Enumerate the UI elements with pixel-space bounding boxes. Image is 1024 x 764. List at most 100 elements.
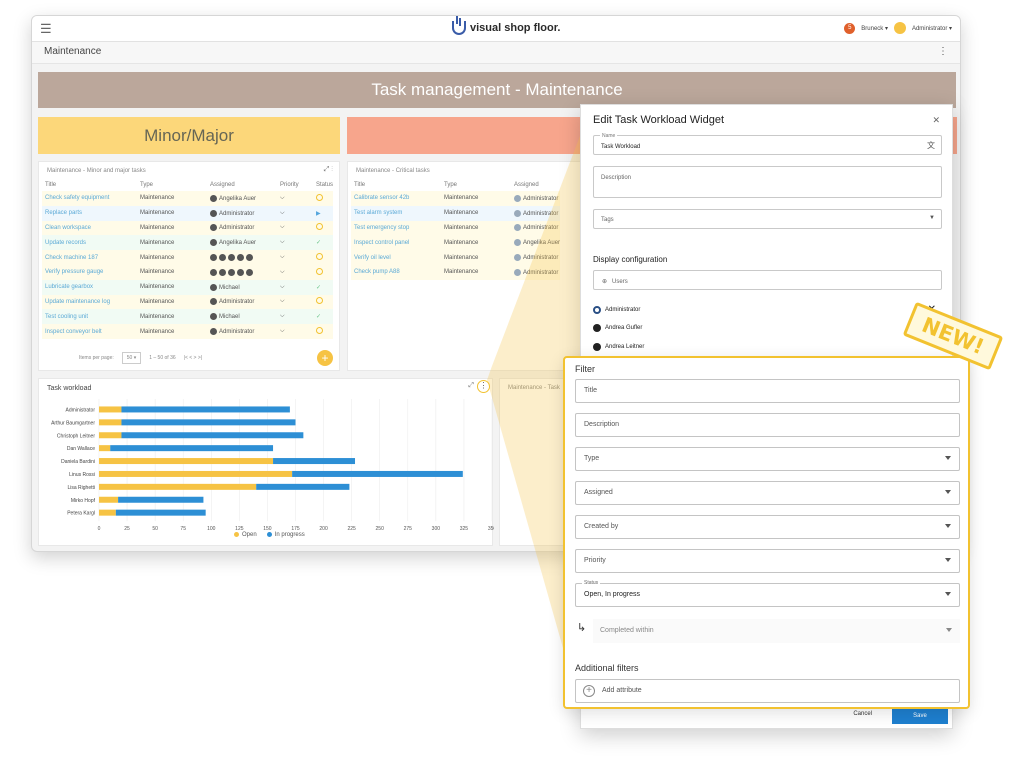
table-row[interactable]: Inspect conveyor belt Maintenance Administ…	[42, 324, 334, 339]
task-title[interactable]: Check pump A88	[351, 264, 441, 280]
col-type[interactable]: Type	[140, 182, 154, 188]
col-priority[interactable]: Priority	[280, 182, 299, 188]
task-title[interactable]: Replace parts	[42, 205, 137, 221]
bar-in-progress[interactable]	[256, 483, 350, 490]
task-title[interactable]: Inspect conveyor belt	[42, 324, 137, 339]
table-row[interactable]: Clean workspace Maintenance Administrator ⌵	[42, 220, 334, 236]
table-row[interactable]: Inspect control panel Maintenance Angelika…	[351, 235, 561, 251]
table-row[interactable]: Calibrate sensor 42b Maintenance Administr…	[351, 191, 561, 206]
more-icon[interactable]: ⋮	[477, 380, 490, 393]
table-row[interactable]: Verify pressure gauge Maintenance ⌵	[42, 264, 334, 280]
col-assigned[interactable]: Assigned	[514, 182, 539, 188]
user-icon	[593, 324, 601, 332]
bar-in-progress[interactable]	[121, 432, 304, 439]
bar-open[interactable]	[99, 419, 122, 426]
users-field[interactable]: ⊕ Users	[593, 270, 942, 290]
save-button[interactable]: Save	[892, 709, 948, 724]
bar-in-progress[interactable]	[115, 509, 206, 516]
bar-in-progress[interactable]	[273, 458, 356, 465]
add-attribute-field[interactable]: + Add attribute	[575, 679, 960, 703]
bar-in-progress[interactable]	[121, 406, 290, 413]
legend-open[interactable]: Open	[234, 532, 257, 538]
user-item[interactable]: Andrea Leitner	[593, 343, 644, 351]
cancel-button[interactable]: Cancel	[853, 711, 872, 717]
col-type[interactable]: Type	[444, 182, 458, 188]
legend-progress[interactable]: In progress	[266, 532, 305, 538]
description-field[interactable]: Description	[593, 166, 942, 198]
notification-badge[interactable]: 5	[844, 22, 856, 34]
table-row[interactable]: Update maintenance log Maintenance Adminis…	[42, 294, 334, 310]
assigned-filter[interactable]: Assigned	[575, 481, 960, 505]
user-item[interactable]: Andrea Gufler	[593, 324, 642, 332]
table-row[interactable]: Check machine 187 Maintenance ⌵	[42, 250, 334, 265]
tags-field[interactable]: Tags ▼	[593, 209, 942, 229]
table-row[interactable]: Test cooling unit Maintenance Michael ⌵ ✓	[42, 309, 334, 325]
more-icon[interactable]: ⋮	[331, 166, 333, 173]
task-title[interactable]: Calibrate sensor 42b	[351, 191, 441, 206]
task-title[interactable]: Check safety equipment	[42, 191, 137, 206]
bar-open[interactable]	[99, 470, 293, 477]
translate-icon[interactable]: 文	[927, 141, 935, 150]
title-filter[interactable]: Title	[575, 379, 960, 403]
col-status[interactable]: Status	[316, 182, 334, 188]
expand-icon[interactable]: ⤢	[323, 166, 330, 173]
description-filter-placeholder: Description	[584, 421, 620, 428]
table-row[interactable]: Update records Maintenance Angelika Auer ⌵ ✓	[42, 235, 334, 251]
close-icon[interactable]: ✕	[932, 115, 940, 125]
task-type: Maintenance	[137, 324, 207, 339]
task-title[interactable]: Update maintenance log	[42, 294, 137, 310]
menu-icon[interactable]: ☰	[40, 21, 52, 36]
chevron-down-icon	[945, 490, 951, 494]
type-filter[interactable]: Type	[575, 447, 960, 471]
add-task-button[interactable]: +	[317, 350, 333, 366]
priority-filter[interactable]: Priority	[575, 549, 960, 573]
name-field[interactable]: Name Task Workload 文	[593, 133, 942, 155]
bar-open[interactable]	[99, 445, 111, 452]
user-item[interactable]: Administrator	[593, 306, 640, 314]
task-assigned: Michael	[207, 279, 277, 295]
col-title[interactable]: Title	[45, 182, 57, 188]
description-filter[interactable]: Description	[575, 413, 960, 437]
bar-open[interactable]	[99, 458, 274, 465]
completed-within-select[interactable]: Completed within	[593, 619, 960, 643]
task-type: Maintenance	[137, 309, 207, 325]
task-title[interactable]: Update records	[42, 235, 137, 251]
task-type: Maintenance	[137, 191, 207, 206]
bar-open[interactable]	[99, 496, 119, 503]
task-title[interactable]: Verify pressure gauge	[42, 264, 137, 280]
col-title[interactable]: Title	[354, 182, 366, 188]
task-title[interactable]: Test emergency stop	[351, 220, 441, 236]
table-row[interactable]: Check pump A88 Maintenance Administrator	[351, 264, 561, 280]
bar-open[interactable]	[99, 406, 122, 413]
status-filter[interactable]: Status Open, In progress	[575, 580, 960, 607]
created-by-filter[interactable]: Created by	[575, 515, 960, 539]
task-title[interactable]: Verify oil level	[351, 250, 441, 265]
task-title[interactable]: Check machine 187	[42, 250, 137, 265]
task-title[interactable]: Inspect control panel	[351, 235, 441, 251]
pager-nav-icons[interactable]: |< < > >|	[183, 355, 203, 361]
bar-in-progress[interactable]	[110, 445, 274, 452]
bar-in-progress[interactable]	[121, 419, 296, 426]
task-title[interactable]: Test cooling unit	[42, 309, 137, 325]
task-title[interactable]: Clean workspace	[42, 220, 137, 236]
table-row[interactable]: Verify oil level Maintenance Administrator	[351, 250, 561, 265]
table-row[interactable]: Test alarm system Maintenance Administrato…	[351, 205, 561, 221]
bar-open[interactable]	[99, 509, 116, 516]
items-per-page-select[interactable]: 50 ▾	[121, 352, 142, 364]
task-title[interactable]: Test alarm system	[351, 205, 441, 221]
page-more-icon[interactable]: ⋮	[938, 46, 948, 57]
user-menu[interactable]: Administrator ▾	[911, 25, 952, 32]
bar-in-progress[interactable]	[118, 496, 204, 503]
table-row[interactable]: Replace parts Maintenance Administrator ⌵ ▶	[42, 205, 334, 221]
location-selector[interactable]: Bruneck ▾	[861, 25, 888, 32]
col-assigned[interactable]: Assigned	[210, 182, 235, 188]
task-title[interactable]: Lubricate gearbox	[42, 279, 137, 295]
table-row[interactable]: Lubricate gearbox Maintenance Michael ⌵ ✓	[42, 279, 334, 295]
expand-icon[interactable]: ⤢	[468, 382, 474, 389]
avatar[interactable]	[893, 22, 906, 34]
bar-open[interactable]	[99, 432, 122, 439]
table-row[interactable]: Check safety equipment Maintenance Angelik…	[42, 191, 334, 206]
table-row[interactable]: Test emergency stop Maintenance Administra…	[351, 220, 561, 236]
bar-open[interactable]	[99, 483, 257, 490]
bar-in-progress[interactable]	[292, 470, 463, 477]
